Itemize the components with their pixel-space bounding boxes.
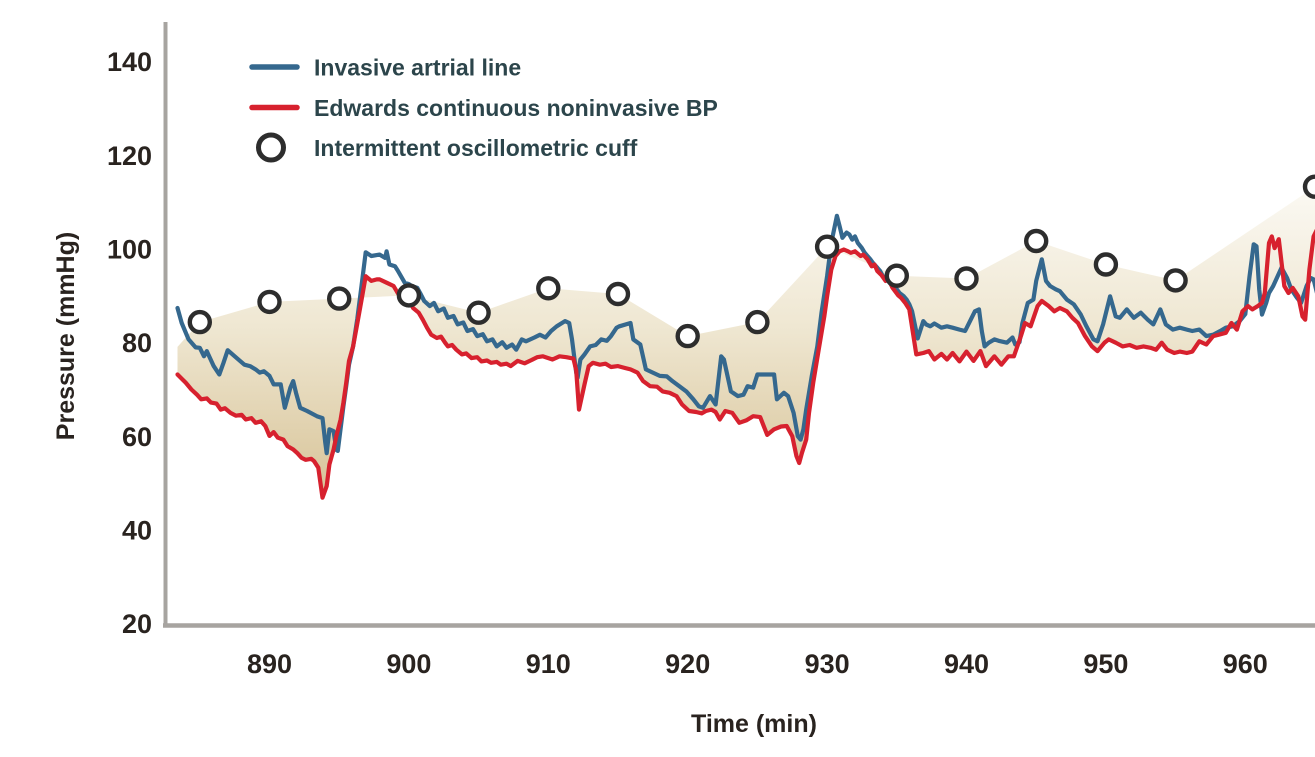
bp-chart-canvas: 20 40 60 80 100 120 140 890 900 910 920 930 940 950 96… <box>40 16 1315 741</box>
x-tick-label: 890 <box>247 649 292 679</box>
cuff-measurement-point <box>957 269 977 289</box>
cuff-measurement-point <box>399 285 419 305</box>
cuff-measurement-point <box>469 303 489 323</box>
x-tick-label: 900 <box>386 649 431 679</box>
x-tick-label: 920 <box>665 649 710 679</box>
y-tick-label: 20 <box>122 609 152 639</box>
cuff-measurement-point <box>190 312 210 332</box>
legend: Invasive artrial line Edwards continuous … <box>252 55 718 162</box>
cuff-measurement-point <box>1305 177 1315 197</box>
y-tick-label: 100 <box>107 235 152 265</box>
cuff-measurement-point <box>329 289 349 309</box>
y-axis-title: Pressure (mmHg) <box>52 232 80 440</box>
cuff-measurement-point <box>1026 231 1046 251</box>
x-tick-label: 910 <box>526 649 571 679</box>
cuff-measurement-point <box>887 266 907 286</box>
legend-label: Intermittent oscillometric cuff <box>314 135 638 161</box>
cuff-measurement-point <box>608 284 628 304</box>
legend-label: Invasive artrial line <box>314 55 521 81</box>
x-tick-label: 960 <box>1223 649 1268 679</box>
cuff-measurement-point <box>260 292 280 312</box>
y-tick-label: 80 <box>122 328 152 358</box>
cuff-measurement-point <box>747 312 767 332</box>
x-tick-label: 930 <box>805 649 850 679</box>
open-circle-swatch-icon <box>259 135 284 160</box>
y-tick-label: 60 <box>122 422 152 452</box>
y-tick-label: 140 <box>107 47 152 77</box>
cuff-measurement-point <box>817 237 837 257</box>
cuff-measurement-point <box>538 278 558 298</box>
x-tick-label: 950 <box>1083 649 1128 679</box>
legend-label: Edwards continuous noninvasive BP <box>314 95 718 121</box>
y-tick-label: 40 <box>122 516 152 546</box>
cuff-trend-shaded-band <box>178 187 1315 498</box>
cuff-measurement-point <box>1166 270 1186 290</box>
cuff-measurement-point <box>678 326 698 346</box>
x-axis-title: Time (min) <box>691 710 817 738</box>
x-tick-label: 940 <box>944 649 989 679</box>
bp-comparison-figure: 20 40 60 80 100 120 140 890 900 910 920 930 940 950 96… <box>40 16 1315 741</box>
cuff-measurement-point <box>1096 255 1116 275</box>
y-tick-label: 120 <box>107 141 152 171</box>
